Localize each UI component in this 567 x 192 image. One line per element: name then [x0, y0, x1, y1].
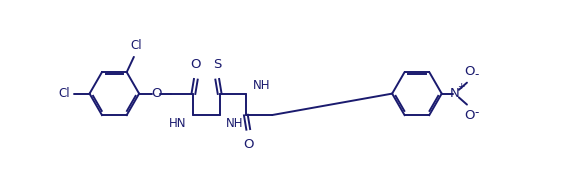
Text: O: O — [464, 109, 475, 122]
Text: O: O — [191, 58, 201, 71]
Text: NH: NH — [252, 79, 270, 92]
Text: O: O — [243, 138, 253, 151]
Text: N: N — [450, 87, 460, 100]
Text: O: O — [464, 65, 475, 78]
Text: NH: NH — [226, 117, 244, 130]
Text: -: - — [475, 106, 479, 119]
Text: O: O — [151, 87, 162, 100]
Text: Cl: Cl — [130, 39, 142, 52]
Text: HN: HN — [170, 117, 187, 130]
Text: +: + — [458, 82, 465, 91]
Text: Cl: Cl — [59, 87, 70, 100]
Text: -: - — [475, 68, 479, 81]
Text: S: S — [213, 58, 222, 71]
